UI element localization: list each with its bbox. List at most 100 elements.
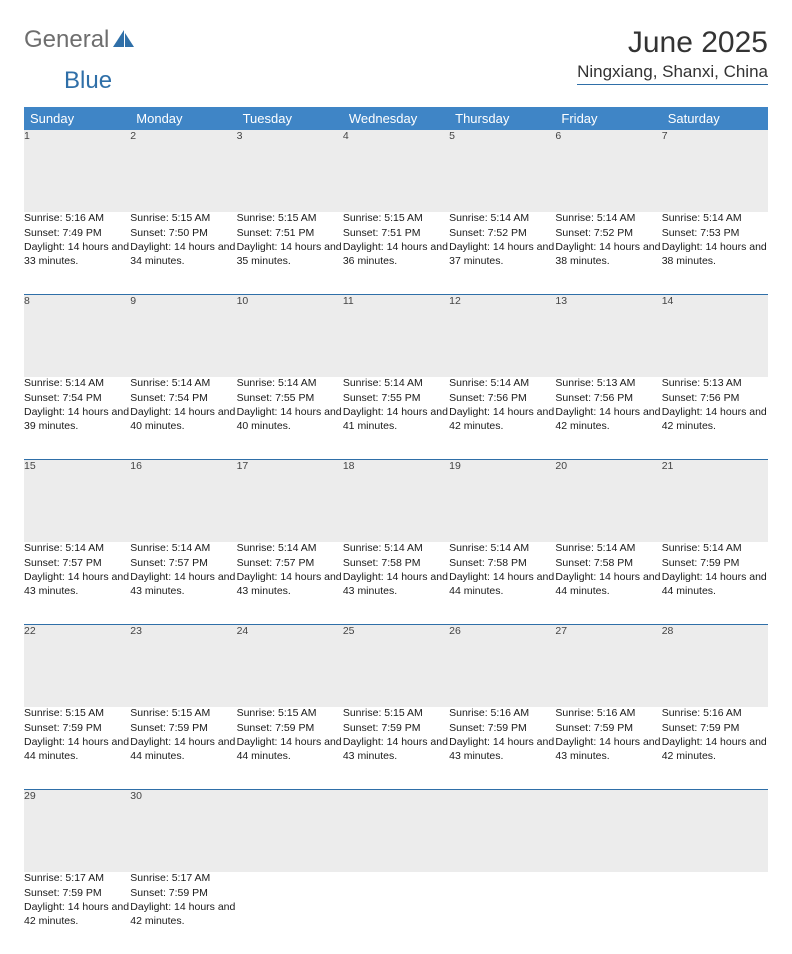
day-cell: Sunrise: 5:16 AMSunset: 7:59 PMDaylight:… — [555, 707, 661, 790]
sunrise-text: Sunrise: 5:14 AM — [449, 542, 555, 556]
daylight-text: Daylight: 14 hours and 42 minutes. — [662, 406, 768, 433]
calendar-table: SundayMondayTuesdayWednesdayThursdayFrid… — [24, 107, 768, 954]
sunrise-text: Sunrise: 5:15 AM — [343, 707, 449, 721]
month-title: June 2025 — [577, 26, 768, 60]
sunset-text: Sunset: 7:56 PM — [555, 392, 661, 406]
sunrise-text: Sunrise: 5:14 AM — [24, 377, 130, 391]
day-cell: Sunrise: 5:14 AMSunset: 7:57 PMDaylight:… — [237, 542, 343, 625]
sunrise-text: Sunrise: 5:14 AM — [555, 542, 661, 556]
day-cell: Sunrise: 5:14 AMSunset: 7:58 PMDaylight:… — [555, 542, 661, 625]
sunset-text: Sunset: 7:59 PM — [449, 722, 555, 736]
sunset-text: Sunset: 7:59 PM — [24, 722, 130, 736]
logo: General — [24, 26, 138, 54]
sunset-text: Sunset: 7:50 PM — [130, 227, 236, 241]
day-number: 29 — [24, 790, 130, 873]
sunset-text: Sunset: 7:52 PM — [555, 227, 661, 241]
sunset-text: Sunset: 7:56 PM — [662, 392, 768, 406]
day-number: 1 — [24, 130, 130, 212]
day-number: 27 — [555, 625, 661, 708]
calendar-header: SundayMondayTuesdayWednesdayThursdayFrid… — [24, 107, 768, 130]
day-cell: Sunrise: 5:15 AMSunset: 7:50 PMDaylight:… — [130, 212, 236, 295]
sunset-text: Sunset: 7:59 PM — [343, 722, 449, 736]
weekday-header: Sunday — [24, 107, 130, 130]
daylight-text: Daylight: 14 hours and 44 minutes. — [24, 736, 130, 763]
sunset-text: Sunset: 7:59 PM — [237, 722, 343, 736]
daylight-text: Daylight: 14 hours and 42 minutes. — [662, 736, 768, 763]
daylight-text: Daylight: 14 hours and 43 minutes. — [343, 736, 449, 763]
day-cell: Sunrise: 5:15 AMSunset: 7:59 PMDaylight:… — [343, 707, 449, 790]
day-cell: Sunrise: 5:16 AMSunset: 7:49 PMDaylight:… — [24, 212, 130, 295]
day-number: 26 — [449, 625, 555, 708]
sunset-text: Sunset: 7:58 PM — [343, 557, 449, 571]
empty-cell — [662, 790, 768, 873]
sunrise-text: Sunrise: 5:14 AM — [662, 212, 768, 226]
daylight-text: Daylight: 14 hours and 40 minutes. — [130, 406, 236, 433]
day-number: 17 — [237, 460, 343, 543]
day-number: 25 — [343, 625, 449, 708]
empty-cell — [449, 872, 555, 954]
sunset-text: Sunset: 7:58 PM — [555, 557, 661, 571]
day-number: 15 — [24, 460, 130, 543]
sunset-text: Sunset: 7:56 PM — [449, 392, 555, 406]
daylight-text: Daylight: 14 hours and 34 minutes. — [130, 241, 236, 268]
empty-cell — [343, 790, 449, 873]
daylight-text: Daylight: 14 hours and 40 minutes. — [237, 406, 343, 433]
daylight-text: Daylight: 14 hours and 43 minutes. — [237, 571, 343, 598]
week-number-row: 2930 — [24, 790, 768, 873]
sunrise-text: Sunrise: 5:15 AM — [130, 707, 236, 721]
empty-cell — [237, 790, 343, 873]
sunrise-text: Sunrise: 5:13 AM — [662, 377, 768, 391]
daylight-text: Daylight: 14 hours and 44 minutes. — [449, 571, 555, 598]
sunset-text: Sunset: 7:59 PM — [662, 557, 768, 571]
daylight-text: Daylight: 14 hours and 43 minutes. — [24, 571, 130, 598]
day-cell: Sunrise: 5:14 AMSunset: 7:52 PMDaylight:… — [555, 212, 661, 295]
daylight-text: Daylight: 14 hours and 38 minutes. — [662, 241, 768, 268]
day-cell: Sunrise: 5:16 AMSunset: 7:59 PMDaylight:… — [662, 707, 768, 790]
sunset-text: Sunset: 7:54 PM — [24, 392, 130, 406]
empty-cell — [343, 872, 449, 954]
week-body-row: Sunrise: 5:15 AMSunset: 7:59 PMDaylight:… — [24, 707, 768, 790]
weekday-header: Thursday — [449, 107, 555, 130]
location: Ningxiang, Shanxi, China — [577, 62, 768, 85]
day-number: 3 — [237, 130, 343, 212]
day-number: 13 — [555, 295, 661, 378]
day-cell: Sunrise: 5:14 AMSunset: 7:55 PMDaylight:… — [343, 377, 449, 460]
daylight-text: Daylight: 14 hours and 44 minutes. — [130, 736, 236, 763]
day-number: 18 — [343, 460, 449, 543]
sunrise-text: Sunrise: 5:16 AM — [555, 707, 661, 721]
sunrise-text: Sunrise: 5:14 AM — [130, 542, 236, 556]
sunrise-text: Sunrise: 5:14 AM — [237, 377, 343, 391]
daylight-text: Daylight: 14 hours and 43 minutes. — [130, 571, 236, 598]
sunrise-text: Sunrise: 5:16 AM — [449, 707, 555, 721]
daylight-text: Daylight: 14 hours and 41 minutes. — [343, 406, 449, 433]
daylight-text: Daylight: 14 hours and 38 minutes. — [555, 241, 661, 268]
day-cell: Sunrise: 5:16 AMSunset: 7:59 PMDaylight:… — [449, 707, 555, 790]
sunset-text: Sunset: 7:52 PM — [449, 227, 555, 241]
sunset-text: Sunset: 7:59 PM — [130, 887, 236, 901]
day-cell: Sunrise: 5:14 AMSunset: 7:56 PMDaylight:… — [449, 377, 555, 460]
sunset-text: Sunset: 7:51 PM — [237, 227, 343, 241]
week-body-row: Sunrise: 5:14 AMSunset: 7:54 PMDaylight:… — [24, 377, 768, 460]
day-number: 20 — [555, 460, 661, 543]
week-number-row: 1234567 — [24, 130, 768, 212]
sunrise-text: Sunrise: 5:16 AM — [662, 707, 768, 721]
calendar-body: 1234567Sunrise: 5:16 AMSunset: 7:49 PMDa… — [24, 130, 768, 954]
sunrise-text: Sunrise: 5:17 AM — [24, 872, 130, 886]
daylight-text: Daylight: 14 hours and 37 minutes. — [449, 241, 555, 268]
day-cell: Sunrise: 5:14 AMSunset: 7:57 PMDaylight:… — [24, 542, 130, 625]
day-cell: Sunrise: 5:17 AMSunset: 7:59 PMDaylight:… — [24, 872, 130, 954]
day-number: 2 — [130, 130, 236, 212]
weekday-header: Wednesday — [343, 107, 449, 130]
sunrise-text: Sunrise: 5:15 AM — [237, 212, 343, 226]
daylight-text: Daylight: 14 hours and 42 minutes. — [130, 901, 236, 928]
sunset-text: Sunset: 7:57 PM — [237, 557, 343, 571]
sunset-text: Sunset: 7:59 PM — [555, 722, 661, 736]
day-number: 11 — [343, 295, 449, 378]
daylight-text: Daylight: 14 hours and 35 minutes. — [237, 241, 343, 268]
sunrise-text: Sunrise: 5:14 AM — [449, 212, 555, 226]
daylight-text: Daylight: 14 hours and 33 minutes. — [24, 241, 130, 268]
week-body-row: Sunrise: 5:17 AMSunset: 7:59 PMDaylight:… — [24, 872, 768, 954]
logo-word-1: General — [24, 26, 109, 54]
day-cell: Sunrise: 5:14 AMSunset: 7:52 PMDaylight:… — [449, 212, 555, 295]
week-body-row: Sunrise: 5:16 AMSunset: 7:49 PMDaylight:… — [24, 212, 768, 295]
